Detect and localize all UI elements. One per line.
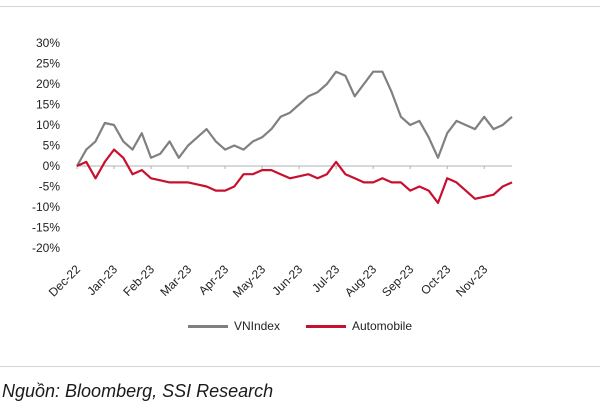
legend: VNIndex Automobile xyxy=(0,319,600,333)
x-tick-label: Apr-23 xyxy=(196,262,232,298)
x-tick-label: Dec-22 xyxy=(46,262,83,299)
legend-swatch-vnindex xyxy=(187,324,228,328)
bottom-rule xyxy=(0,366,600,367)
series-line-vnindex xyxy=(76,70,513,167)
y-tick-label: 15% xyxy=(36,98,60,112)
legend-item-automobile: Automobile xyxy=(305,319,413,333)
y-tick-label: -5% xyxy=(39,180,61,194)
y-tick-label: -15% xyxy=(32,221,60,235)
y-tick-label: 0% xyxy=(43,159,61,173)
y-tick-label: 30% xyxy=(36,36,60,50)
y-tick-label: -10% xyxy=(32,200,60,214)
y-tick-label: -20% xyxy=(32,241,60,255)
legend-item-vnindex: VNIndex xyxy=(187,319,280,333)
x-tick-label: Nov-23 xyxy=(453,262,490,299)
line-chart: 30% 25% 20% 15% 10% 5% 0% -5% -10% -15% -20% Dec-2… xyxy=(32,36,513,300)
series-line-automobile xyxy=(76,148,513,204)
series-lines xyxy=(76,70,513,204)
x-tick-label: Mar-23 xyxy=(157,262,194,299)
y-tick-label: 25% xyxy=(36,57,60,71)
legend-label-vnindex: VNIndex xyxy=(233,319,280,333)
x-tick-label: Feb-23 xyxy=(120,262,157,299)
source-note: Nguồn: Bloomberg, SSI Research xyxy=(2,381,274,401)
y-tick-label: 20% xyxy=(36,77,60,91)
x-tick-label: Jan-23 xyxy=(84,262,120,298)
x-axis xyxy=(76,165,512,169)
x-tick-label: Jul-23 xyxy=(309,262,342,295)
x-tick-label: Jun-23 xyxy=(269,262,305,298)
top-rule xyxy=(0,6,600,7)
legend-label-automobile: Automobile xyxy=(351,319,413,333)
x-tick-label: Sep-23 xyxy=(379,262,416,299)
legend-swatch-automobile xyxy=(305,324,346,328)
y-tick-label: 10% xyxy=(36,118,60,132)
x-tick-label: Aug-23 xyxy=(342,262,379,299)
y-axis-ticks: 30% 25% 20% 15% 10% 5% 0% -5% -10% -15% -20% xyxy=(32,36,60,255)
x-tick-label: May-23 xyxy=(230,262,268,300)
y-tick-label: 5% xyxy=(43,139,61,153)
x-tick-label: Oct-23 xyxy=(418,262,454,298)
